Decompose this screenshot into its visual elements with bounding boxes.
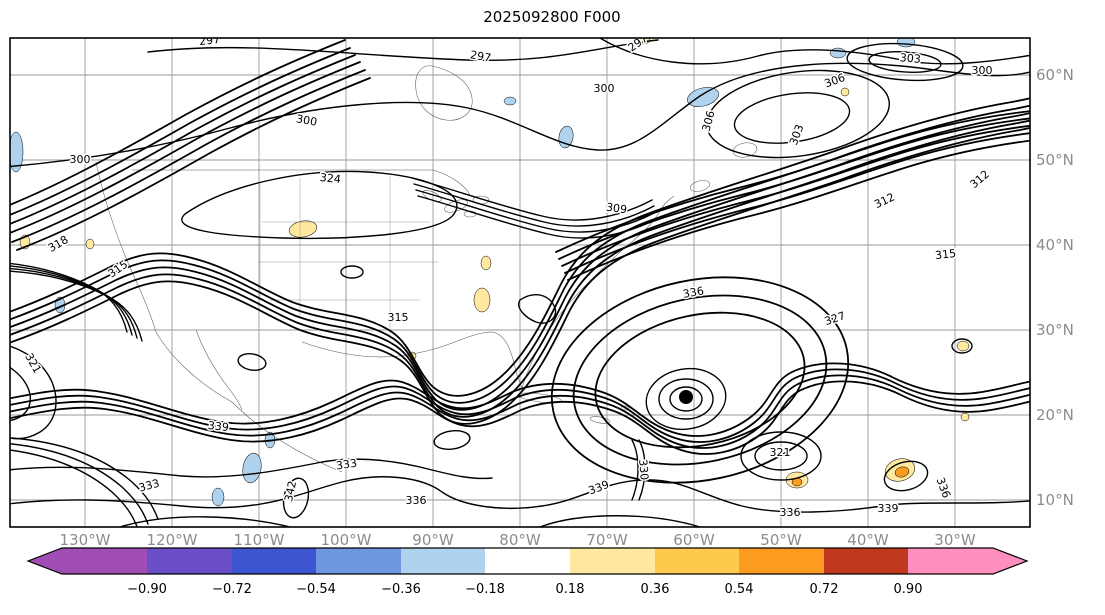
colorbar-tick: 0.18	[556, 582, 585, 597]
y-tick: 40°N	[1036, 236, 1074, 254]
strong-positive-anomaly-shading	[791, 466, 910, 487]
pacific-jet-bundle	[10, 39, 371, 251]
contour-labels-group: 297 297 297 300 300 300 303 300 306 306 …	[21, 32, 994, 521]
contour-label: 321	[770, 446, 791, 459]
x-tick: 100°W	[321, 531, 372, 549]
y-tick: 20°N	[1036, 406, 1074, 424]
contour-label: 324	[319, 171, 341, 186]
west-coast-bundle	[10, 262, 143, 342]
colorbar-tick: 0.36	[641, 582, 670, 597]
contour-label: 300	[295, 112, 318, 128]
contour-label: 297	[199, 33, 221, 48]
y-tick: 50°N	[1036, 151, 1074, 169]
contour-lines	[10, 38, 1030, 527]
colorbar-tick: −0.90	[127, 582, 167, 597]
colorbar-tick-labels: −0.90 −0.72 −0.54 −0.36 −0.18 0.18 0.36 …	[127, 582, 922, 597]
contour-label: 306	[700, 109, 718, 133]
x-tick: 90°W	[412, 531, 454, 549]
contour-label: 333	[137, 477, 161, 495]
contour-label: 303	[899, 51, 921, 66]
colorbar-tick: −0.54	[296, 582, 336, 597]
x-tick: 70°W	[586, 531, 628, 549]
x-tick: 40°W	[847, 531, 889, 549]
colorbar-band	[655, 548, 739, 574]
contour-label: 315	[935, 247, 957, 262]
x-tick: 60°W	[673, 531, 715, 549]
atlantic-gyre-rings	[550, 276, 850, 484]
contour-label: 306	[823, 71, 847, 90]
graticule-gridlines	[10, 38, 1030, 527]
colorbar-band	[739, 548, 824, 574]
colorbar-band	[316, 548, 401, 574]
subtropical-band	[10, 362, 1030, 455]
contour-label: 333	[335, 457, 358, 473]
colorbar-band	[401, 548, 485, 574]
state-border-grid	[258, 172, 438, 340]
contour-label: 315	[388, 311, 409, 324]
colorbar-tick: 0.72	[810, 582, 839, 597]
colorbar-tick: −0.18	[465, 582, 505, 597]
great-lakes-bundle	[411, 177, 659, 239]
contour-label: 342	[282, 480, 299, 503]
positive-anomaly-shading	[19, 38, 970, 489]
contour-label: 312	[968, 168, 992, 191]
chart-title: 2025092800 F000	[483, 8, 620, 26]
contour-label: 315	[106, 258, 131, 281]
colorbar-band	[485, 548, 570, 574]
contour-label: 303	[787, 123, 806, 147]
y-tick: 10°N	[1036, 491, 1074, 509]
contour-label: 309	[605, 201, 628, 217]
contour-label: 312	[872, 190, 897, 211]
colorbar-under-arrow	[28, 548, 147, 574]
colorbar-band	[824, 548, 908, 574]
colorbar-over-arrow	[908, 548, 1027, 574]
colorbar-tick: −0.36	[381, 582, 421, 597]
x-tick: 50°W	[760, 531, 802, 549]
colorbar-band	[570, 548, 655, 574]
colorbar-tick: −0.72	[212, 582, 252, 597]
colorbar-outline	[26, 547, 1029, 575]
tropical-cyclone-center	[645, 367, 727, 431]
contour-label: 339	[878, 502, 899, 515]
plot-frame	[9, 37, 1031, 528]
contour-label: 321	[22, 351, 44, 376]
northeast-atlantic-bundle	[555, 110, 1030, 281]
x-tick: 110°W	[234, 531, 285, 549]
x-tick: 120°W	[147, 531, 198, 549]
contour-label: 300	[594, 82, 615, 95]
lower-left-bundle	[10, 437, 159, 527]
colorbar-tick: 0.54	[725, 582, 754, 597]
colorbar-tick: 0.90	[894, 582, 923, 597]
contour-label: 330	[636, 459, 651, 481]
contour-label: 336	[780, 506, 801, 519]
x-tick: 130°W	[60, 531, 111, 549]
x-tick: 30°W	[934, 531, 976, 549]
contour-label: 336	[406, 494, 427, 507]
contour-label: 336	[934, 476, 953, 500]
colorbar-band	[147, 548, 232, 574]
contour-label: 336	[682, 284, 705, 300]
contour-label: 300	[972, 64, 993, 77]
y-axis-tick-labels: 60°N 50°N 40°N 30°N 20°N 10°N	[1036, 66, 1074, 509]
x-tick: 80°W	[499, 531, 541, 549]
contour-label: 297	[626, 32, 651, 55]
y-tick: 60°N	[1036, 66, 1074, 84]
contour-label: 300	[70, 153, 91, 166]
negative-anomaly-shading	[10, 38, 916, 507]
contour-label: 297	[469, 48, 492, 64]
colorbar-band	[232, 548, 316, 574]
colorbar: −0.90 −0.72 −0.54 −0.36 −0.18 0.18 0.36 …	[26, 547, 1029, 597]
contour-label: 339	[207, 419, 229, 434]
y-tick: 30°N	[1036, 321, 1074, 339]
x-axis-tick-labels: 130°W 120°W 110°W 100°W 90°W 80°W 70°W 6…	[60, 531, 976, 549]
